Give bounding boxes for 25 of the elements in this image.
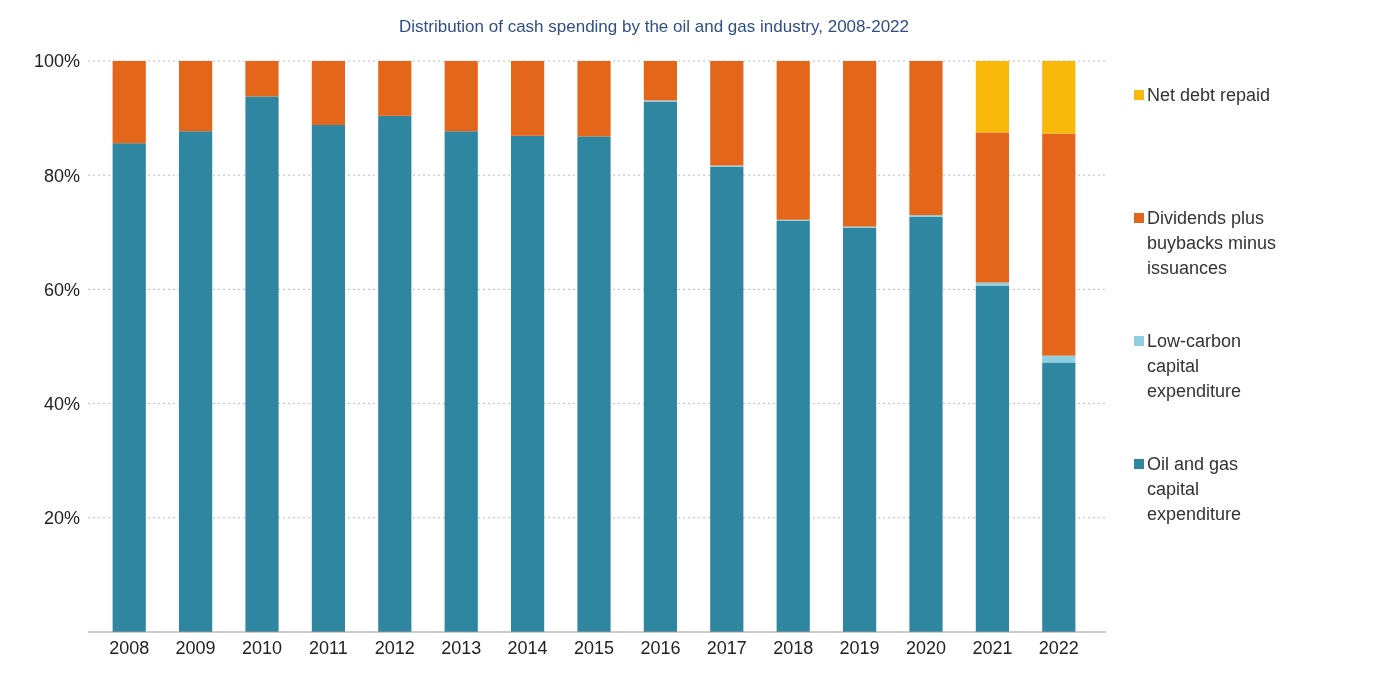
x-tick-label: 2020: [905, 638, 947, 658]
y-tick-label: 40%: [43, 393, 80, 414]
chart-title: Distribution of cash spending by the oil and gas industry, 2008-2022: [398, 17, 910, 36]
x-tick-label: 2021: [972, 638, 1013, 658]
x-tick-label: 2012: [374, 638, 415, 658]
x-tick-label: 2016: [640, 638, 681, 658]
y-tick-label: 80%: [43, 165, 80, 186]
legend-label: Dividends plus buybacks minus issuances: [1147, 208, 1277, 278]
y-tick-label: 60%: [43, 279, 80, 300]
x-tick-label: 2009: [175, 638, 216, 658]
x-tick-label: 2018: [773, 638, 814, 658]
x-tick-label: 2010: [241, 638, 283, 658]
x-tick-label: 2017: [706, 638, 747, 658]
legend-label: Net debt repaid: [1147, 85, 1271, 105]
legend-label: Low-carbon capital expenditure: [1147, 331, 1242, 401]
x-tick-label: 2011: [309, 638, 348, 658]
y-tick-label: 20%: [43, 508, 80, 529]
x-tick-label: 2014: [507, 638, 548, 658]
x-tick-label: 2022: [1038, 638, 1079, 658]
legend-label: Oil and gas capital expenditure: [1147, 454, 1242, 524]
x-tick-label: 2013: [441, 638, 482, 658]
y-tick-label: 100%: [33, 51, 80, 72]
x-tick-label: 2008: [109, 638, 150, 658]
x-tick-label: 2019: [839, 638, 880, 658]
x-tick-label: 2015: [573, 638, 615, 658]
